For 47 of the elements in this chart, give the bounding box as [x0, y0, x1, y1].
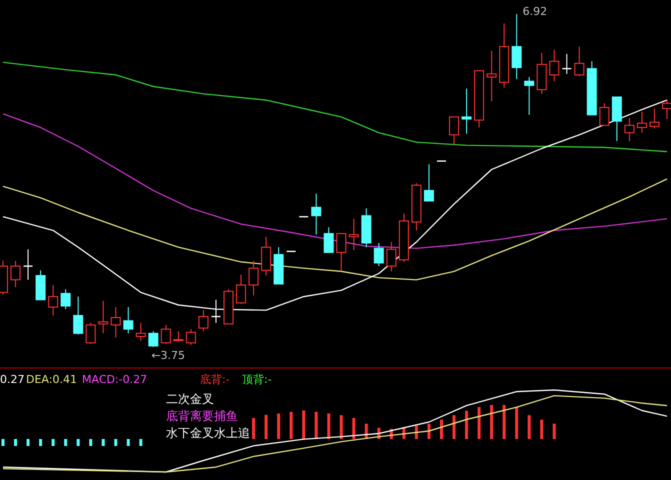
- annotation: 6.92: [522, 5, 548, 18]
- bar: [540, 420, 544, 439]
- bar: [465, 410, 468, 439]
- text: 0.27: [0, 373, 24, 386]
- candlestick: [110, 306, 121, 338]
- bar: [314, 412, 318, 439]
- candlestick: [662, 98, 671, 120]
- annotation: 水下金叉水上追: [166, 426, 250, 440]
- candlestick: [462, 88, 472, 134]
- text: 底背:-: [200, 373, 230, 386]
- text: MACD:-0.27: [82, 373, 148, 386]
- bar: [277, 414, 280, 439]
- bar: [352, 418, 356, 439]
- candlestick: [22, 248, 34, 280]
- candlestick: [48, 284, 58, 316]
- candlestick: [562, 53, 572, 74]
- bar: [290, 412, 293, 439]
- text: DEA:0.41: [26, 373, 77, 386]
- candlestick: [348, 218, 359, 251]
- bar: [502, 405, 506, 439]
- candlestick: [311, 193, 322, 236]
- annotation: 底背离要捕鱼: [166, 409, 238, 423]
- bar: [515, 407, 518, 439]
- text: 顶背:-: [242, 373, 272, 386]
- text: ←3.75: [151, 349, 186, 362]
- bar: [327, 414, 330, 439]
- candlestick: [486, 50, 497, 102]
- bar: [452, 415, 456, 439]
- bar: [252, 418, 256, 439]
- bar: [440, 420, 443, 439]
- candlestick: [123, 306, 134, 334]
- bar: [340, 415, 343, 439]
- bar: [427, 424, 430, 439]
- bar: [478, 407, 481, 439]
- bar: [528, 415, 531, 439]
- candlestick: [248, 260, 259, 296]
- candlestick: [98, 300, 108, 334]
- candlestick: [536, 52, 547, 94]
- bar: [414, 426, 418, 439]
- candlestick: [386, 241, 396, 272]
- candlestick: [624, 117, 634, 142]
- bar: [490, 405, 494, 439]
- candlestick: [512, 14, 522, 80]
- annotation: 二次金叉: [166, 392, 214, 406]
- bar: [264, 414, 268, 439]
- bar: [302, 410, 306, 439]
- bar: [552, 424, 556, 439]
